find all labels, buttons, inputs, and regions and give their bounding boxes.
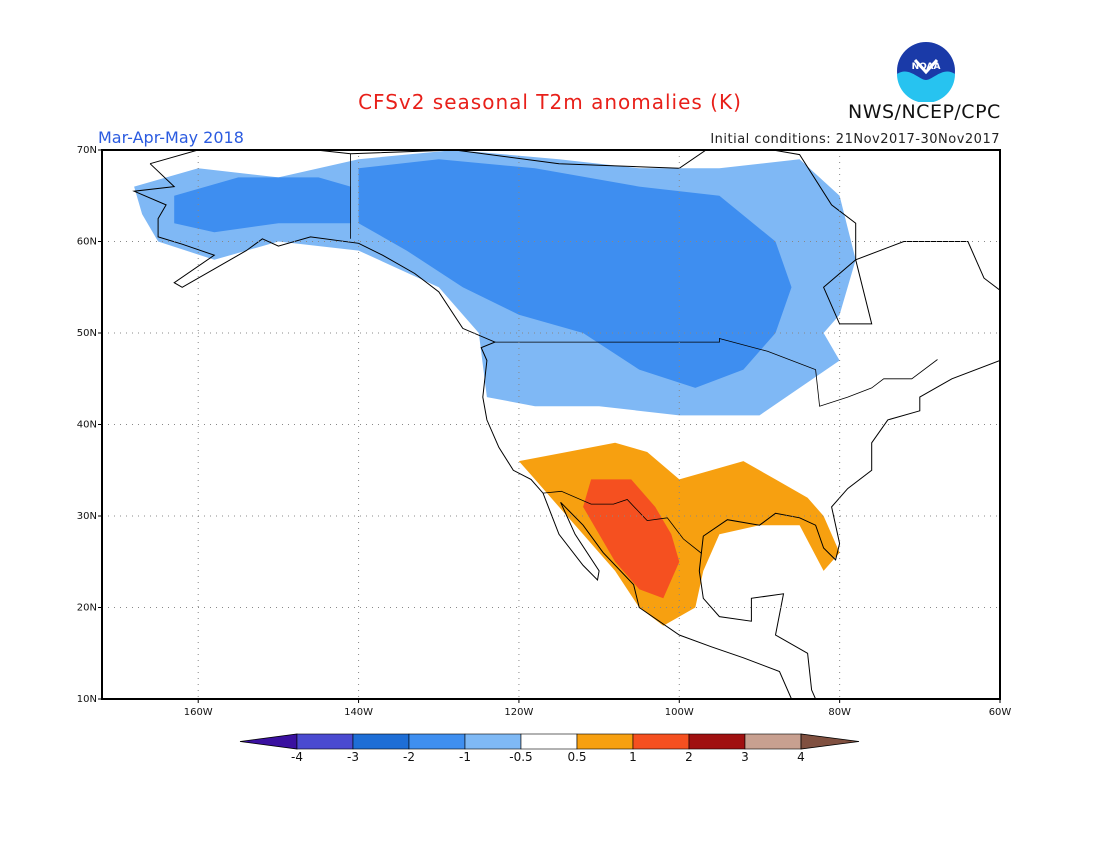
lat-tick-label: 50N (77, 328, 97, 339)
lat-tick-label: 70N (77, 145, 97, 156)
anomaly-region-warm-core (583, 479, 680, 599)
lat-tick-label: 60N (77, 237, 97, 248)
colorbar-segment (744, 733, 802, 750)
lon-tick-label: 100W (665, 707, 694, 718)
coastline (132, 150, 1000, 699)
colorbar: -4 -3 -2 -1 -0.5 0.5 1 2 3 4 (239, 733, 860, 764)
colorbar-label: -2 (403, 750, 415, 764)
colorbar-segment (688, 733, 746, 750)
lat-tick-label: 10N (77, 694, 97, 705)
lon-tick-label: 140W (344, 707, 373, 718)
colorbar-segment (408, 733, 466, 750)
country-border-2 (542, 490, 702, 554)
lat-tick-label: 30N (77, 511, 97, 522)
colorbar-label: -3 (347, 750, 359, 764)
lon-tick-label: 60W (989, 707, 1012, 718)
colorbar-label: -1 (459, 750, 471, 764)
lon-tick-label: 80W (828, 707, 851, 718)
forecast-period: Mar-Apr-May 2018 (98, 128, 244, 147)
colorbar-label: -0.5 (509, 750, 532, 764)
colorbar-segment (352, 733, 410, 750)
lat-tick-label: 20N (77, 603, 97, 614)
country-border-1 (494, 337, 938, 407)
colorbar-segment (576, 733, 634, 750)
colorbar-label: 4 (797, 750, 805, 764)
colorbar-segment (520, 733, 578, 750)
lon-tick-label: 120W (504, 707, 533, 718)
colorbar-segment (464, 733, 522, 750)
colorbar-right-arrow (800, 733, 860, 750)
colorbar-left-arrow (239, 733, 298, 750)
colorbar-label: 2 (685, 750, 693, 764)
colorbar-label: 1 (629, 750, 637, 764)
lon-tick-label: 160W (184, 707, 213, 718)
map-title: CFSv2 seasonal T2m anomalies (K) (358, 90, 742, 114)
noaa-logo-text: NOAA (912, 62, 941, 72)
colorbar-label: 3 (741, 750, 749, 764)
noaa-logo: NOAA (897, 42, 955, 102)
colorbar-label: -4 (291, 750, 303, 764)
colorbar-segment (632, 733, 690, 750)
initial-conditions: Initial conditions: 21Nov2017-30Nov2017 (710, 132, 1000, 147)
lat-tick-label: 40N (77, 420, 97, 431)
colorbar-segment (296, 733, 354, 750)
anomaly-region-cold-core (358, 159, 792, 388)
colorbar-label: 0.5 (567, 750, 586, 764)
anomaly-region-cold-alaska (174, 177, 351, 233)
agency-label: NWS/NCEP/CPC (848, 101, 1001, 123)
map-area (102, 150, 1000, 699)
